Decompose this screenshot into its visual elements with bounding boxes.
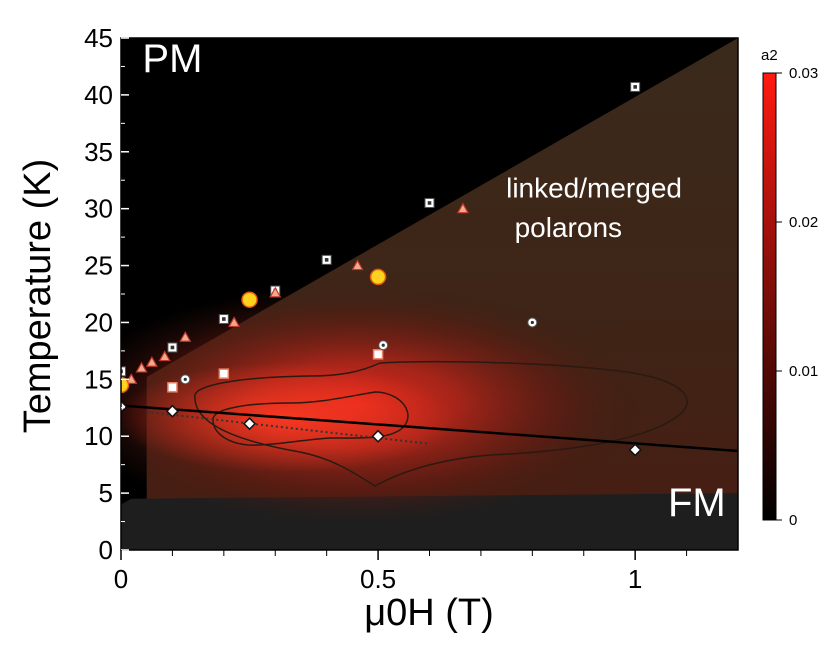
y-tick-label-0: 0 [99,535,113,565]
data-point-square-white-0 [121,366,126,377]
data-point-square-white-4 [321,254,332,265]
x-axis-title: μ0H (T) [364,592,494,634]
y-tick-label-25: 25 [84,251,113,281]
region-label-fm: FM [668,481,726,525]
data-point-square-white-2 [218,314,229,325]
data-point-triangle-7 [351,259,364,271]
data-markers [121,81,642,457]
y-tick-label-40: 40 [84,80,113,110]
data-point-triangle-4 [179,331,192,342]
data-point-triangle-6 [269,286,282,298]
data-point-triangle-1 [135,361,148,373]
data-point-square-orange-1 [218,368,230,379]
region-label-polarons: polarons [515,212,622,243]
y-tick-label-15: 15 [84,364,113,394]
data-point-circle-dot-2 [527,317,538,328]
colorbar-gradient [762,72,777,521]
data-point-square-white-5 [424,197,435,208]
y-tick-label-30: 30 [84,194,113,224]
colorbar-tick-label-2: 0.02 [789,214,818,231]
x-tick-label-1: 1 [628,564,642,594]
colorbar-title: a2 [761,47,778,64]
data-point-diamond-4 [628,443,642,457]
y-axis-title: Temperature (K) [17,159,59,434]
data-point-diamond-2 [242,417,257,431]
region-label-pm: PM [142,37,202,81]
y-tick-label-10: 10 [84,421,113,451]
data-point-diamond-0 [121,400,128,414]
data-point-triangle-2 [145,356,158,367]
data-point-square-white-1 [167,342,178,353]
y-tick-label-5: 5 [99,478,113,508]
region-label-linked-merged: linked/merged [506,172,682,203]
data-point-circle-dot-0 [180,374,191,385]
data-point-square-orange-0 [167,382,178,393]
y-axis-ticks: 0 5 10 15 20 25 30 35 40 45 [84,23,129,565]
data-point-triangle-3 [158,350,171,362]
data-point-square-white-6 [630,81,641,92]
data-point-circle-yellow-1 [241,291,258,308]
x-tick-label-0.5: 0.5 [360,564,396,594]
colorbar-tick-label-3: 0.03 [789,65,818,82]
a2-contour-inner [212,391,409,446]
data-point-diamond-3 [371,429,385,443]
x-axis-ticks: 0 0.5 1 [114,550,688,594]
data-point-triangle-5 [228,316,241,328]
x-tick-label-0: 0 [114,564,128,594]
data-point-diamond-1 [165,404,179,418]
colorbar-tick-label-1: 0.01 [789,363,818,380]
data-point-circle-yellow-0 [121,376,130,394]
data-point-triangle-8 [456,202,469,214]
y-tick-label-35: 35 [84,137,113,167]
y-tick-label-45: 45 [84,23,113,53]
data-point-circle-yellow-2 [369,268,387,286]
a2-contour-outer [194,360,688,487]
colorbar-tick-label-0: 0 [789,512,797,529]
y-tick-label-20: 20 [84,307,113,337]
colorbar-ticks: 0 0.01 0.02 0.03 [776,65,818,529]
data-point-square-orange-2 [372,349,384,360]
data-point-circle-dot-1 [378,340,389,351]
colorbar: a2 0 0.01 0.02 0.03 [761,47,818,529]
